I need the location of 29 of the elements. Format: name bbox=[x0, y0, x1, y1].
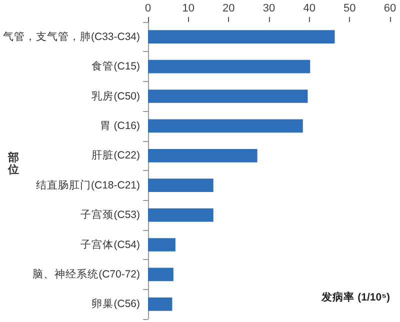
bar bbox=[148, 208, 214, 222]
y-tick-label: 气管，支气管，肺(C33-C34) bbox=[3, 30, 140, 43]
bar bbox=[148, 90, 308, 103]
bar bbox=[148, 297, 172, 311]
y-tick-label: 脑、神经系统(C70-72) bbox=[32, 267, 140, 280]
x-tick-label: 60 bbox=[384, 2, 396, 14]
y-tick-label: 乳房(C50) bbox=[92, 89, 140, 102]
x-tick-label: 10 bbox=[182, 2, 194, 14]
x-tick-label: 40 bbox=[303, 2, 316, 14]
y-axis-title: 部位 bbox=[7, 151, 19, 176]
bar bbox=[148, 268, 174, 282]
bar bbox=[148, 30, 335, 44]
y-tick-label: 结直肠肛门(C18-C21) bbox=[36, 178, 140, 192]
x-tick-label: 0 bbox=[144, 2, 152, 14]
bar bbox=[148, 119, 303, 133]
y-tick-label: 子宫体(C54) bbox=[80, 238, 140, 251]
x-tick-label: 20 bbox=[222, 2, 235, 14]
y-tick-label: 肝脏(C22) bbox=[92, 148, 140, 162]
y-tick-label: 卵巢(C56) bbox=[92, 297, 140, 310]
y-tick-label: 食管(C15) bbox=[92, 60, 140, 73]
y-tick-label: 子宫颈(C53) bbox=[80, 208, 140, 222]
bar bbox=[148, 148, 258, 162]
x-tick-label: 30 bbox=[262, 2, 276, 14]
bar bbox=[148, 238, 176, 252]
y-tick-label: 胃 (C16) bbox=[100, 120, 140, 132]
x-axis-title: 发病率 (1/10⁵) bbox=[320, 290, 390, 304]
bar bbox=[148, 178, 214, 192]
x-tick-label: 50 bbox=[344, 2, 356, 14]
bar bbox=[148, 60, 310, 74]
